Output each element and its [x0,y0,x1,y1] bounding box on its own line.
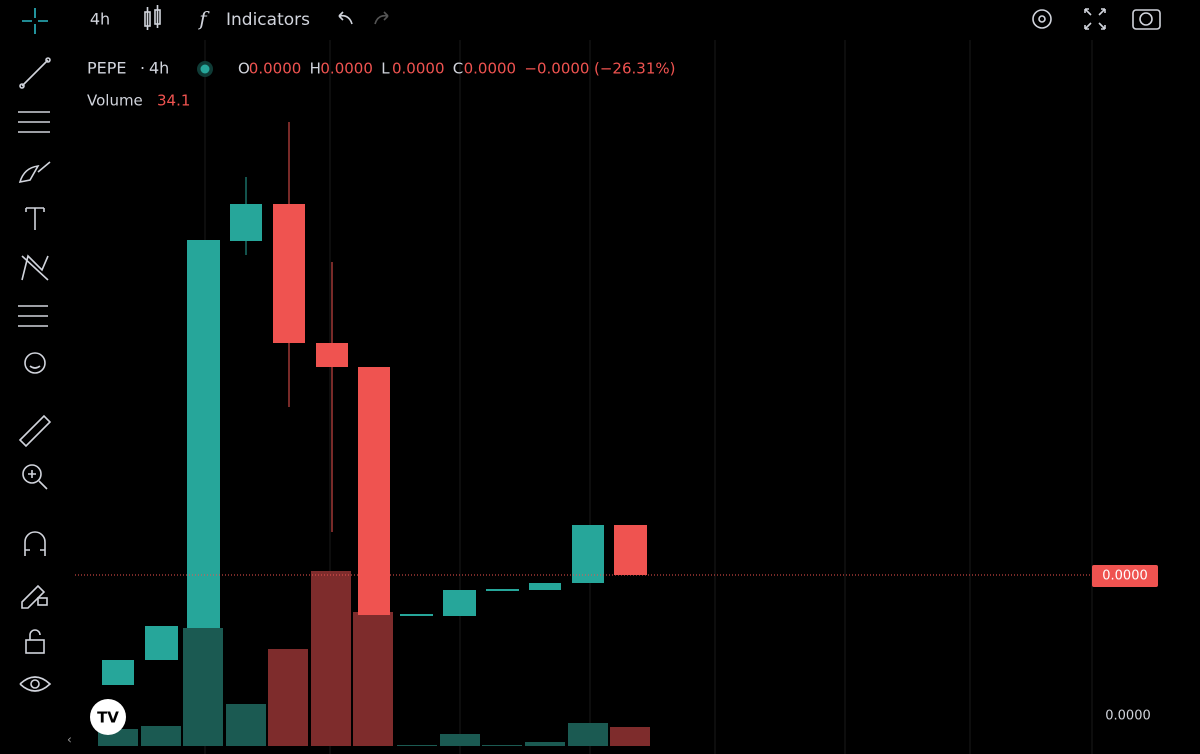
left-toolbar [18,8,52,692]
ohlc-key: O [238,60,250,78]
axis-label: 0.0000 [1105,709,1151,724]
legend-dot: · [140,59,145,78]
undo[interactable] [338,11,353,25]
logo [90,699,126,735]
ohlc-key: L [381,60,390,78]
volume-bars [98,571,650,746]
ohlc-value: 0.0000 [320,60,373,78]
indicators-button[interactable]: Indicators [226,10,310,30]
status-dot [200,64,210,74]
price-label-box [1092,565,1158,587]
redo[interactable] [374,11,389,25]
interval-button[interactable]: 4h [90,10,110,29]
logo-text: TV [97,709,119,727]
ohlc-key: C [453,60,463,78]
candles [102,122,647,685]
screenshot[interactable] [1132,9,1161,30]
volume-label: Volume [87,92,143,110]
ohlc-value: 0.0000 [464,60,516,78]
last-price: 0.0000 [1102,569,1148,584]
volume-value: 34.1 [157,92,190,110]
change-pct: (−26.31%) [594,60,675,78]
legend-interval: 4h [149,59,169,78]
fullscreen[interactable] [1084,8,1106,30]
ohlc-value: 0.0000 [392,60,445,78]
grid [204,40,1093,754]
ohlc: O0.0000 H 0.0000 L 0.0000 C 0.0000 −0.0000 (−26.… [238,60,675,78]
settings-inner [1038,15,1046,23]
collapse[interactable]: ‹ [67,733,72,747]
change: −0.0000 [524,60,589,78]
settings[interactable] [1032,9,1052,29]
symbol: PEPE [87,59,127,78]
chart-type-icon[interactable] [144,5,161,30]
ohlc-key: H [310,60,321,78]
fx-icon[interactable]: f [197,7,210,31]
ohlc-value: 0.0000 [249,60,301,78]
